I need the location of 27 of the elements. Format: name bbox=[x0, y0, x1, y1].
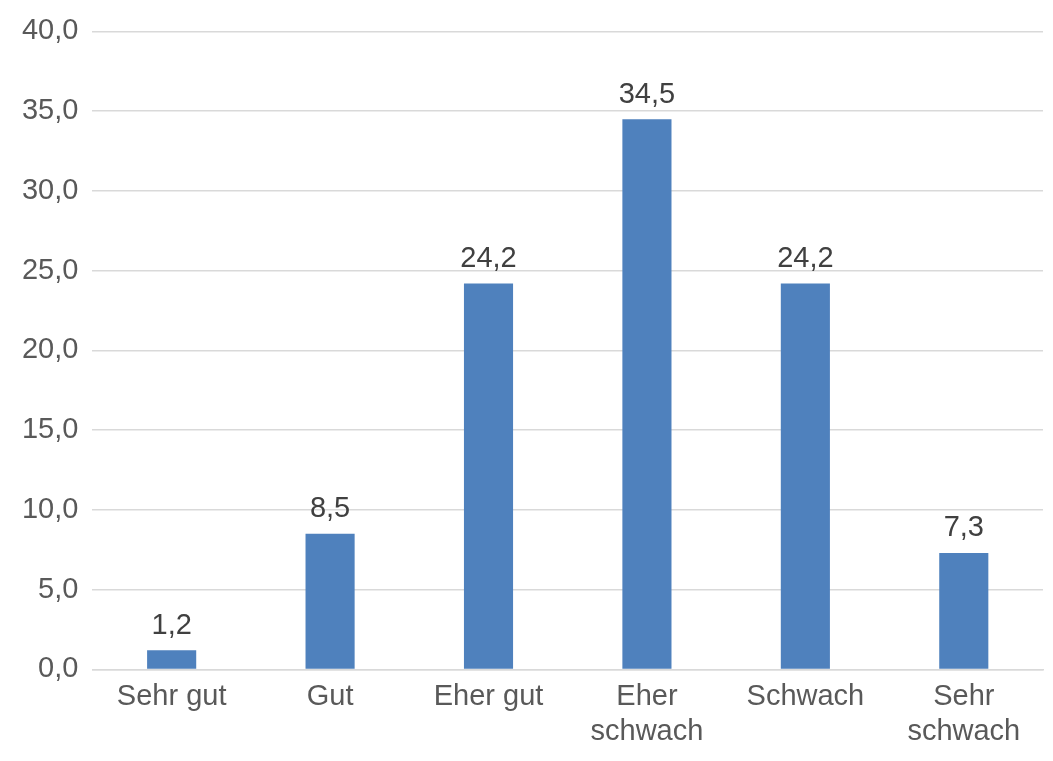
y-tick-label: 10,0 bbox=[21, 491, 79, 524]
y-tick-label: 25,0 bbox=[21, 252, 79, 285]
x-tick-label: Eher gut bbox=[433, 678, 544, 711]
data-label: 24,2 bbox=[460, 240, 517, 273]
x-tick-label: Sehr gut bbox=[116, 678, 227, 711]
data-label: 8,5 bbox=[309, 491, 351, 524]
y-tick-label: 40,0 bbox=[21, 13, 79, 46]
data-label: 1,2 bbox=[151, 607, 192, 640]
y-tick-label: 35,0 bbox=[21, 93, 79, 126]
x-tick-label: Gut bbox=[306, 678, 354, 711]
x-tick-label: Schwach bbox=[746, 678, 865, 711]
bar bbox=[939, 552, 989, 669]
y-tick-label: 5,0 bbox=[38, 571, 79, 604]
y-tick-label: 20,0 bbox=[21, 332, 79, 365]
x-tick-label: Sehr schwach bbox=[907, 678, 1021, 746]
data-label: 7,3 bbox=[943, 510, 984, 543]
bar bbox=[780, 283, 830, 669]
bar bbox=[147, 650, 197, 669]
bar bbox=[622, 119, 672, 669]
data-label: 24,2 bbox=[777, 240, 834, 273]
bar bbox=[305, 533, 355, 669]
data-label: 34,5 bbox=[618, 76, 676, 109]
y-tick-label: 15,0 bbox=[21, 412, 79, 445]
y-tick-label: 30,0 bbox=[21, 172, 79, 205]
x-tick-label: Eher schwach bbox=[590, 678, 704, 746]
y-tick-label: 0,0 bbox=[38, 651, 79, 684]
bar bbox=[463, 283, 514, 669]
